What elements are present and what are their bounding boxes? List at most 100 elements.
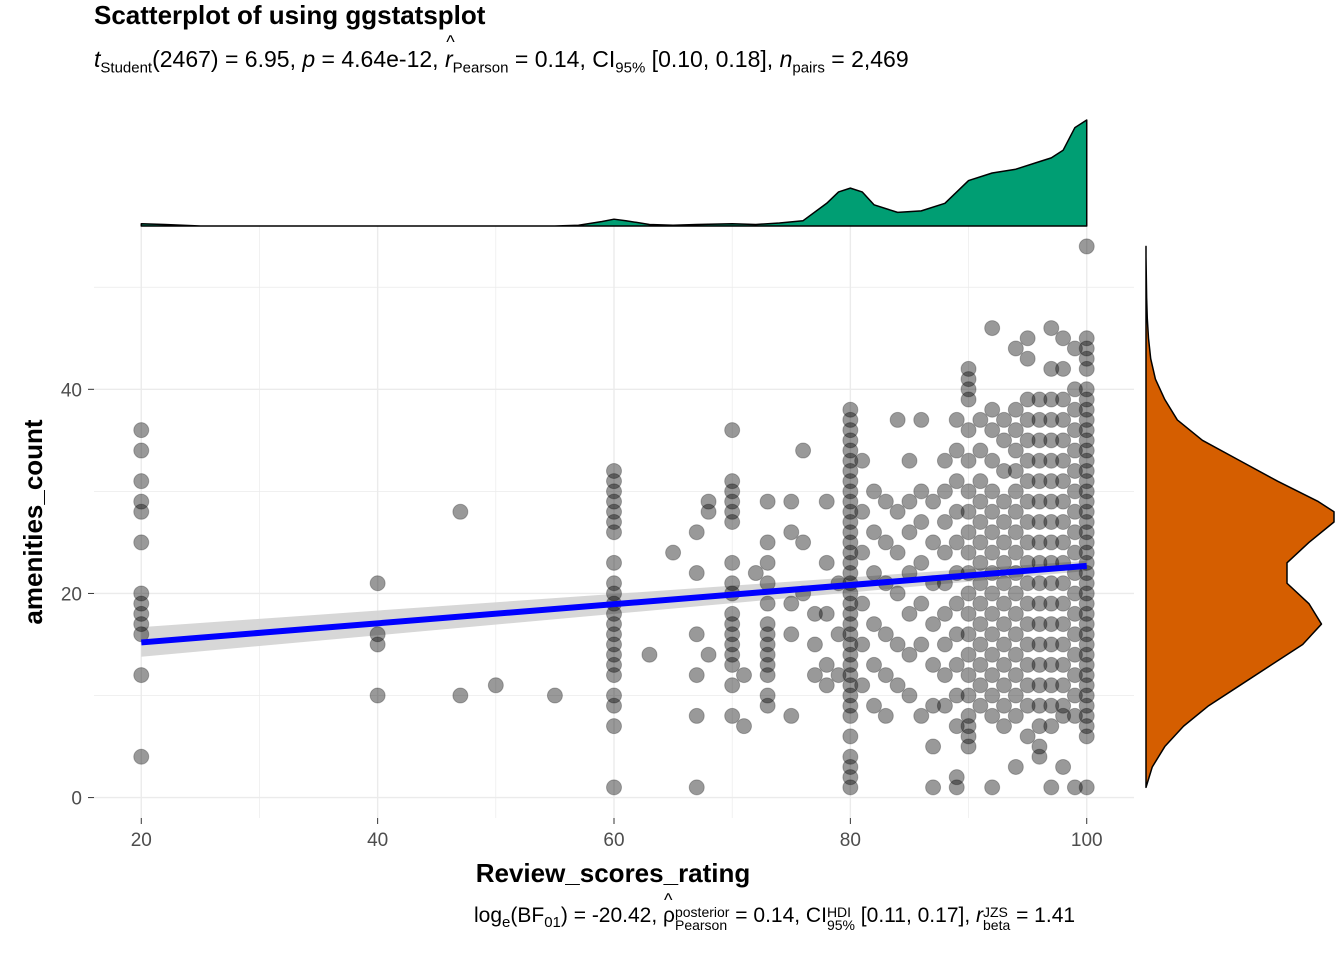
data-point <box>1031 697 1048 714</box>
data-point <box>972 514 989 530</box>
data-point <box>1066 401 1083 418</box>
data-point <box>641 646 658 663</box>
data-point <box>960 483 977 500</box>
data-point <box>948 473 965 490</box>
grid <box>94 226 1134 818</box>
data-point <box>913 411 930 428</box>
r-label: r <box>445 32 454 73</box>
data-point <box>1078 605 1095 622</box>
data-point <box>984 503 1001 520</box>
data-point <box>1043 575 1060 592</box>
data-point <box>996 493 1012 510</box>
data-point <box>724 503 741 520</box>
r-label: r <box>976 904 983 927</box>
data-point <box>1007 585 1024 602</box>
data-point <box>996 432 1012 449</box>
data-point <box>1078 544 1095 561</box>
data-point <box>1078 503 1095 520</box>
data-point <box>1055 595 1072 612</box>
data-point <box>700 646 717 663</box>
data-point <box>996 677 1012 694</box>
data-point <box>369 575 386 592</box>
data-point <box>842 442 859 459</box>
data-point <box>1031 748 1048 765</box>
data-point <box>806 605 823 622</box>
n-value: = 2,469 <box>824 46 909 72</box>
data-point <box>842 534 859 551</box>
data-point <box>984 707 1001 724</box>
data-point <box>1066 626 1083 643</box>
data-point <box>1066 646 1083 663</box>
data-point <box>842 605 859 622</box>
data-point <box>948 595 965 612</box>
data-point <box>133 493 150 510</box>
data-point <box>1055 636 1072 653</box>
r-sub: Pearson <box>452 59 509 77</box>
data-point <box>1066 707 1083 724</box>
data-point <box>842 493 859 510</box>
regression-line <box>141 562 1087 646</box>
data-point <box>1078 340 1095 357</box>
data-point <box>133 667 150 684</box>
data-point <box>901 605 918 622</box>
data-point <box>984 524 1001 541</box>
log-sub: e <box>502 914 511 932</box>
data-point <box>1066 381 1083 398</box>
data-point <box>1055 514 1072 530</box>
data-point <box>901 646 918 663</box>
data-point <box>996 534 1012 551</box>
x-density-curve <box>140 119 1088 227</box>
x-marginal-density <box>140 119 1088 227</box>
data-point <box>936 636 953 653</box>
data-point <box>1078 350 1095 367</box>
chart-subtitle: tStudent(2467) = 6.95, p = 4.64e-12, rPe… <box>94 32 909 77</box>
data-point <box>1019 697 1036 714</box>
data-point <box>724 636 741 653</box>
data-point <box>854 677 871 694</box>
data-point <box>1078 667 1095 684</box>
n-label: n <box>779 46 793 72</box>
data-point <box>1031 636 1048 653</box>
data-point <box>960 503 977 520</box>
data-point <box>1066 340 1083 357</box>
data-point <box>984 779 1001 796</box>
data-point <box>996 514 1012 530</box>
data-point <box>842 707 859 724</box>
t-sub: Student <box>100 59 153 77</box>
data-point <box>1078 585 1095 602</box>
data-point <box>1066 585 1083 602</box>
data-point <box>972 636 989 653</box>
data-point <box>866 697 882 714</box>
data-point <box>1055 493 1072 510</box>
data-point <box>960 687 977 704</box>
data-point <box>889 544 906 561</box>
data-point <box>1078 565 1095 582</box>
data-point <box>1031 473 1048 490</box>
data-point <box>996 718 1012 735</box>
data-point <box>1066 422 1083 439</box>
data-point <box>818 677 835 694</box>
data-point <box>1019 411 1036 428</box>
data-point <box>606 779 622 796</box>
data-point <box>1066 779 1083 796</box>
data-point <box>1078 238 1095 255</box>
data-point <box>688 565 705 582</box>
data-point <box>984 585 1001 602</box>
y-marginal-density <box>1145 245 1335 789</box>
data-point <box>866 616 882 633</box>
data-point <box>1078 514 1095 530</box>
data-point <box>724 646 741 663</box>
data-point <box>960 667 977 684</box>
data-point <box>606 462 622 479</box>
data-point <box>960 422 977 439</box>
data-point <box>1078 391 1095 408</box>
data-point <box>1019 636 1036 653</box>
data-point <box>842 401 859 418</box>
data-point <box>901 493 918 510</box>
data-point <box>972 595 989 612</box>
rho-stack: posterior Pearson <box>675 905 729 932</box>
data-point <box>842 667 859 684</box>
data-point <box>1078 473 1095 490</box>
data-point <box>842 524 859 541</box>
data-point <box>960 585 977 602</box>
